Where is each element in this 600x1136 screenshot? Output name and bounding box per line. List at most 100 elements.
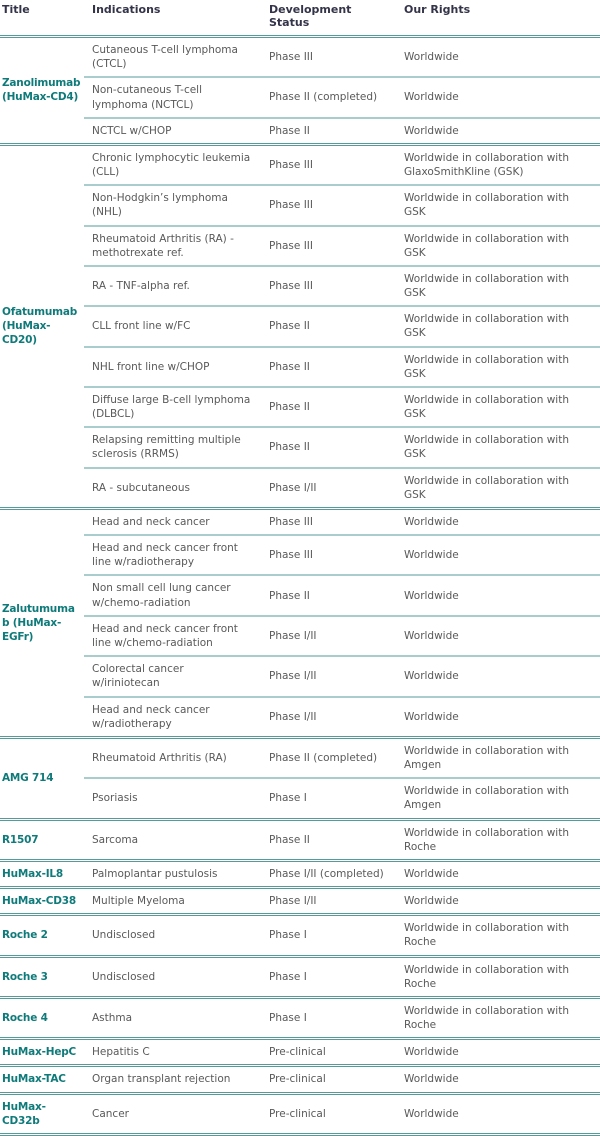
indication-cell: Sarcoma	[84, 817, 261, 861]
indication-cell: Non small cell lung cancer w/chemo-radia…	[84, 574, 261, 616]
status-cell: Phase I/II	[261, 886, 396, 915]
status-cell: Phase II	[261, 305, 396, 347]
drug-title-cell: HuMax-IL8	[0, 858, 84, 888]
status-cell: Phase III	[261, 264, 396, 307]
col-header-indications: Indications	[84, 0, 261, 38]
indication-cell: Cutaneous T-cell lymphoma (CTCL)	[84, 35, 261, 78]
indication-cell: Non-Hodgkin’s lymphoma (NHL)	[84, 184, 261, 226]
status-cell: Pre-clinical	[261, 1037, 396, 1066]
table-row: R1507 Sarcoma Phase II Worldwide in coll…	[0, 817, 600, 861]
status-cell: Phase II	[261, 426, 396, 468]
drug-title-cell: AMG 714	[0, 735, 84, 820]
drug-title-cell: Roche 2	[0, 913, 84, 957]
table-row: AMG 714 Rheumatoid Arthritis (RA) Phase …	[0, 735, 600, 820]
indication-cell: CLL front line w/FC	[84, 305, 261, 347]
indication-cell: Diffuse large B-cell lymphoma (DLBCL)	[84, 385, 261, 428]
rights-cell: Worldwide	[396, 76, 600, 118]
indication-cell: Hepatitis C	[84, 1037, 261, 1066]
status-cell: Phase I/II	[261, 466, 396, 509]
status-cell: Phase II	[261, 116, 396, 145]
table-row: Head and neck cancer front line w/radiot…	[0, 534, 600, 576]
table-row: HuMax-CD38 Multiple Myeloma Phase I/II W…	[0, 886, 600, 915]
table-row: Non-Hodgkin’s lymphoma (NHL) Phase III W…	[0, 184, 600, 226]
col-header-development-status: Development Status	[261, 0, 396, 38]
status-cell: Phase III	[261, 224, 396, 266]
indication-cell: Chronic lymphocytic leukemia (CLL)	[84, 142, 261, 186]
indication-cell: Colorectal cancer w/iriniotecan	[84, 655, 261, 697]
drug-title-cell: HuMax-HepC	[0, 1037, 84, 1066]
status-cell: Phase I	[261, 913, 396, 957]
status-cell: Phase I/II	[261, 655, 396, 697]
indication-cell: Rheumatoid Arthritis (RA) - methotrexate…	[84, 224, 261, 266]
rights-cell: Worldwide	[396, 1091, 600, 1136]
table-row: Non-cutaneous T-cell lymphoma (NCTCL) Ph…	[0, 76, 600, 118]
rights-cell: Worldwide	[396, 614, 600, 657]
indication-cell: Head and neck cancer front line w/chemo-…	[84, 614, 261, 657]
rights-cell: Worldwide	[396, 1064, 600, 1094]
drug-title-cell: HuMax-TAC	[0, 1064, 84, 1094]
table-row: Rheumatoid Arthritis (RA) - methotrexate…	[0, 224, 600, 266]
table-row: Head and neck cancer front line w/chemo-…	[0, 614, 600, 657]
rights-cell: Worldwide in collaboration with GSK	[396, 345, 600, 387]
table-row: Roche 3 Undisclosed Phase I Worldwide in…	[0, 954, 600, 998]
drug-title-cell: HuMax-CD38	[0, 886, 84, 915]
rights-cell: Worldwide	[396, 574, 600, 616]
status-cell: Phase III	[261, 142, 396, 186]
rights-cell: Worldwide in collaboration with GSK	[396, 385, 600, 428]
table-row: NCTCL w/CHOP Phase II Worldwide	[0, 116, 600, 145]
table-row: HuMax-CD32b Cancer Pre-clinical Worldwid…	[0, 1091, 600, 1136]
table-body: Zanolimumab (HuMax-CD4) Cutaneous T-cell…	[0, 35, 600, 1136]
rights-cell: Worldwide in collaboration with Roche	[396, 817, 600, 861]
indication-cell: Palmoplantar pustulosis	[84, 858, 261, 888]
status-cell: Phase II	[261, 817, 396, 861]
table-row: HuMax-TAC Organ transplant rejection Pre…	[0, 1064, 600, 1094]
rights-cell: Worldwide	[396, 695, 600, 738]
status-cell: Phase I/II	[261, 695, 396, 738]
col-header-title: Title	[0, 0, 84, 38]
table-row: Roche 4 Asthma Phase I Worldwide in coll…	[0, 995, 600, 1039]
status-cell: Phase III	[261, 184, 396, 226]
table-header: Title Indications Development Status Our…	[0, 0, 600, 38]
table-row: CLL front line w/FC Phase II Worldwide i…	[0, 305, 600, 347]
status-cell: Phase II	[261, 574, 396, 616]
rights-cell: Worldwide	[396, 35, 600, 78]
table-row: Head and neck cancer w/radiotherapy Phas…	[0, 695, 600, 738]
table-row: Ofatumumab (HuMax-CD20) Chronic lymphocy…	[0, 142, 600, 509]
indication-cell: Non-cutaneous T-cell lymphoma (NCTCL)	[84, 76, 261, 118]
table-row: Relapsing remitting multiple sclerosis (…	[0, 426, 600, 468]
drug-title-cell: R1507	[0, 817, 84, 861]
indication-cell: NHL front line w/CHOP	[84, 345, 261, 387]
table-row: Zanolimumab (HuMax-CD4) Cutaneous T-cell…	[0, 35, 600, 145]
table-row: HuMax-IL8 Palmoplantar pustulosis Phase …	[0, 858, 600, 888]
drug-title-cell: Roche 4	[0, 995, 84, 1039]
rights-cell: Worldwide in collaboration with Roche	[396, 913, 600, 957]
status-cell: Phase I	[261, 954, 396, 998]
indication-cell: Rheumatoid Arthritis (RA)	[84, 735, 261, 779]
rights-cell: Worldwide	[396, 655, 600, 697]
rights-cell: Worldwide in collaboration with GlaxoSmi…	[396, 142, 600, 186]
status-cell: Phase III	[261, 534, 396, 576]
status-cell: Phase II	[261, 385, 396, 428]
indication-cell: NCTCL w/CHOP	[84, 116, 261, 145]
rights-cell: Worldwide	[396, 1037, 600, 1066]
indication-cell: Head and neck cancer w/radiotherapy	[84, 695, 261, 738]
status-cell: Phase I/II	[261, 614, 396, 657]
status-cell: Phase II	[261, 345, 396, 387]
indication-cell: Asthma	[84, 995, 261, 1039]
indication-cell: RA - TNF-alpha ref.	[84, 264, 261, 307]
indication-cell: Undisclosed	[84, 913, 261, 957]
rights-cell: Worldwide in collaboration with GSK	[396, 466, 600, 509]
indication-cell: Undisclosed	[84, 954, 261, 998]
table-row: RA - subcutaneous Phase I/II Worldwide i…	[0, 466, 600, 509]
rights-cell: Worldwide in collaboration with Roche	[396, 954, 600, 998]
status-cell: Phase II (completed)	[261, 76, 396, 118]
drug-title-cell: Roche 3	[0, 954, 84, 998]
status-cell: Phase I/II (completed)	[261, 858, 396, 888]
drug-title-cell: HuMax-CD32b	[0, 1091, 84, 1136]
rights-cell: Worldwide in collaboration with GSK	[396, 305, 600, 347]
table-row: RA - TNF-alpha ref. Phase III Worldwide …	[0, 264, 600, 307]
rights-cell: Worldwide in collaboration with Roche	[396, 995, 600, 1039]
table-row: Psoriasis Phase I Worldwide in collabora…	[0, 777, 600, 820]
